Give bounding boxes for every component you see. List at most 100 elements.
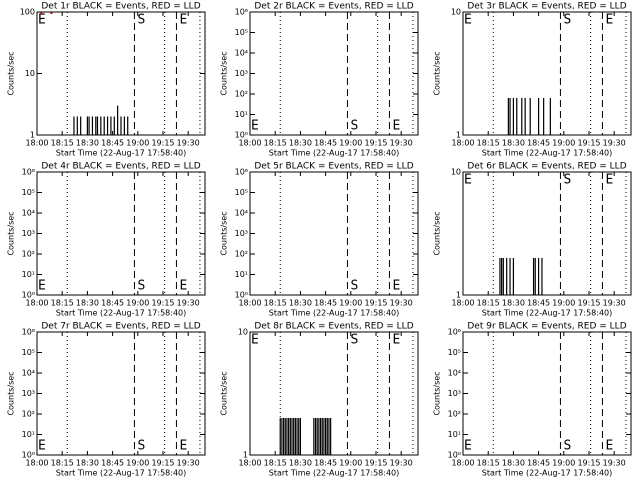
marker-label: S	[563, 439, 571, 454]
y-tick-label: 10⁶	[235, 8, 248, 17]
x-tick-label: 19:00	[126, 139, 149, 148]
y-axis-label: Counts/sec	[220, 211, 229, 255]
bar	[289, 417, 291, 455]
marker-label: E	[464, 13, 472, 28]
y-tick-label: 10³	[448, 389, 461, 398]
y-tick-label: 100	[20, 8, 35, 17]
bar	[100, 116, 102, 135]
bar	[549, 97, 551, 135]
bar	[499, 257, 501, 295]
x-tick-label: 19:15	[364, 299, 387, 308]
y-axis-label: Counts/sec	[433, 51, 442, 95]
bar	[73, 116, 75, 135]
x-tick-label: 18:30	[76, 459, 99, 468]
x-tick-label: 19:30	[390, 459, 413, 468]
bar	[127, 116, 129, 135]
y-tick-label: 10⁰	[448, 451, 461, 460]
y-tick-label: 10²	[235, 90, 248, 99]
y-tick-label: 10²	[235, 250, 248, 259]
marker-label: E	[392, 333, 400, 348]
y-tick-label: 1	[456, 131, 461, 140]
bar	[323, 417, 325, 455]
x-tick-label: 19:00	[339, 139, 362, 148]
plot-frame	[249, 11, 419, 136]
bar	[296, 417, 298, 455]
chart-title: Det 7r BLACK = Events, RED = LLD	[41, 322, 200, 332]
y-axis-label: Counts/sec	[7, 371, 16, 415]
x-axis-label: Start Time (22-Aug-17 17:58:40)	[269, 469, 400, 478]
x-tick-label: 19:30	[390, 139, 413, 148]
y-tick-label: 10⁵	[22, 188, 35, 197]
x-tick-label: 18:00	[451, 139, 474, 148]
y-tick-label: 10⁵	[235, 188, 248, 197]
x-tick-label: 19:30	[603, 459, 626, 468]
x-tick-label: 18:15	[264, 299, 287, 308]
chart-title: Det 9r BLACK = Events, RED = LLD	[467, 322, 626, 332]
y-tick-label: 10	[238, 328, 248, 337]
marker-label: E	[392, 119, 400, 134]
x-tick-label: 18:15	[264, 459, 287, 468]
bar	[88, 116, 90, 135]
x-tick-label: 18:30	[502, 139, 525, 148]
x-tick-label: 18:45	[314, 299, 337, 308]
y-tick-label: 10³	[22, 389, 35, 398]
marker-label: E	[605, 13, 613, 28]
plot-frame	[249, 331, 419, 456]
bar	[321, 417, 323, 455]
y-tick-label: 10¹	[22, 270, 35, 279]
marker-label: E	[464, 439, 472, 454]
bar	[86, 116, 88, 135]
bar	[106, 116, 109, 135]
bar	[512, 97, 514, 135]
y-tick-label: 10	[451, 8, 461, 17]
x-tick-label: 18:30	[502, 459, 525, 468]
plot-frame	[249, 171, 419, 296]
marker-label: E	[179, 13, 187, 28]
y-tick-label: 10³	[22, 229, 35, 238]
marker-label: E	[605, 439, 613, 454]
marker-label: E	[464, 173, 472, 188]
y-tick-label: 10²	[22, 250, 35, 259]
y-axis-label: Counts/sec	[433, 371, 442, 415]
marker-label: E	[179, 439, 187, 454]
bar	[330, 417, 332, 455]
x-tick-label: 18:15	[51, 459, 74, 468]
y-axis-label: Counts/sec	[7, 211, 16, 255]
bar	[284, 417, 286, 455]
bar	[294, 417, 296, 455]
x-axis-label: Start Time (22-Aug-17 17:58:40)	[482, 469, 613, 478]
bar	[103, 116, 105, 135]
x-tick-label: 18:00	[25, 139, 48, 148]
y-tick-label: 10¹	[448, 430, 461, 439]
y-axis-label: Counts/sec	[220, 51, 229, 95]
x-axis-label: Start Time (22-Aug-17 17:58:40)	[56, 309, 187, 318]
bar	[80, 116, 82, 135]
y-axis-label: Counts/sec	[7, 51, 16, 95]
x-axis-label: Start Time (22-Aug-17 17:58:40)	[482, 309, 613, 318]
bar	[95, 116, 97, 135]
bar	[299, 417, 301, 455]
x-tick-label: 18:15	[51, 299, 74, 308]
chart-title: Det 2r BLACK = Events, RED = LLD	[254, 2, 413, 12]
y-tick-label: 10⁴	[235, 49, 248, 58]
x-tick-label: 18:45	[527, 459, 550, 468]
bar	[286, 417, 288, 455]
x-tick-label: 19:30	[603, 299, 626, 308]
x-tick-label: 19:00	[339, 459, 362, 468]
y-tick-label: 10⁶	[22, 328, 35, 337]
marker-label: E	[392, 279, 400, 294]
x-tick-label: 18:15	[51, 139, 74, 148]
bar	[507, 97, 509, 135]
x-tick-label: 19:15	[577, 459, 600, 468]
x-tick-label: 18:45	[527, 139, 550, 148]
bar	[325, 417, 327, 455]
chart-title: Det 3r BLACK = Events, RED = LLD	[467, 2, 626, 12]
marker-label: E	[251, 333, 259, 348]
marker-label: S	[350, 119, 358, 134]
marker-label: E	[605, 173, 613, 188]
plot-frame	[462, 171, 632, 296]
bar	[543, 97, 545, 135]
y-tick-label: 1	[456, 291, 461, 300]
x-tick-label: 18:00	[238, 459, 261, 468]
